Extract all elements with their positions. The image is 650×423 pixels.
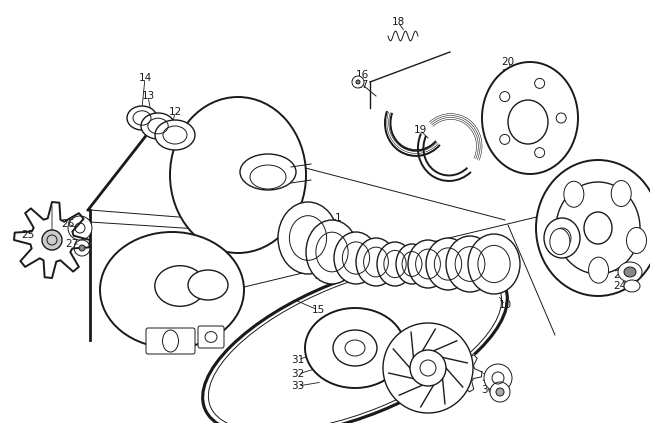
Ellipse shape [482,62,578,174]
Ellipse shape [536,160,650,296]
Circle shape [556,113,566,123]
Text: 30: 30 [189,313,203,323]
Circle shape [500,135,510,144]
Ellipse shape [446,236,494,292]
Text: 25: 25 [21,230,34,240]
Circle shape [420,360,436,376]
Text: 29: 29 [185,331,199,341]
Ellipse shape [624,280,640,292]
FancyBboxPatch shape [198,326,224,348]
Text: 2: 2 [367,255,373,265]
Text: 8: 8 [426,243,434,253]
Circle shape [74,240,90,256]
Circle shape [490,382,510,402]
Ellipse shape [170,97,306,253]
Ellipse shape [356,238,396,286]
Ellipse shape [333,330,377,366]
Circle shape [535,78,545,88]
Circle shape [42,230,62,250]
Text: 20: 20 [501,57,515,67]
Text: 35: 35 [482,373,495,383]
Text: 7: 7 [352,275,358,285]
Text: 11: 11 [209,213,222,223]
Ellipse shape [162,330,179,352]
Ellipse shape [334,232,378,284]
Ellipse shape [155,120,195,150]
Text: 1: 1 [335,213,341,223]
Circle shape [535,148,545,158]
Text: 27: 27 [66,239,79,249]
Ellipse shape [408,240,448,288]
Text: 32: 32 [291,369,305,379]
Circle shape [68,216,92,240]
Text: 22: 22 [545,225,558,235]
Ellipse shape [127,106,157,130]
Ellipse shape [584,212,612,244]
Ellipse shape [377,242,413,286]
Text: 21: 21 [501,69,515,79]
Ellipse shape [240,154,296,190]
Ellipse shape [306,220,358,284]
Circle shape [383,323,473,413]
Circle shape [356,80,360,84]
Ellipse shape [627,228,647,253]
Circle shape [454,366,466,378]
Ellipse shape [588,257,608,283]
Ellipse shape [100,232,244,348]
Ellipse shape [544,218,580,258]
Text: 18: 18 [391,17,404,27]
Circle shape [352,76,364,88]
Circle shape [496,388,504,396]
Ellipse shape [250,165,286,189]
Ellipse shape [188,270,228,300]
Ellipse shape [396,244,428,284]
Text: 31: 31 [291,355,305,365]
Text: 9: 9 [465,273,471,283]
Polygon shape [14,202,90,278]
Text: 19: 19 [413,125,426,135]
Ellipse shape [624,267,636,277]
Text: 6: 6 [348,265,356,275]
Text: 14: 14 [138,73,151,83]
Text: 10: 10 [499,300,512,310]
Ellipse shape [618,262,642,282]
Ellipse shape [205,332,217,342]
Text: 24: 24 [614,281,627,291]
Circle shape [79,245,85,251]
Text: 13: 13 [142,91,155,101]
Ellipse shape [550,228,570,255]
Ellipse shape [556,182,640,274]
Text: 16: 16 [356,70,369,80]
Text: 17: 17 [356,80,369,90]
Text: 15: 15 [311,305,324,315]
Ellipse shape [278,202,338,274]
Polygon shape [439,350,482,393]
Ellipse shape [345,340,365,356]
Text: 28: 28 [191,287,205,297]
Text: 33: 33 [291,381,305,391]
Text: 12: 12 [168,107,181,117]
Ellipse shape [155,266,205,306]
Ellipse shape [426,238,470,290]
Text: 3: 3 [327,255,333,265]
Circle shape [500,92,510,102]
FancyBboxPatch shape [146,328,195,354]
Text: 26: 26 [61,219,75,229]
Ellipse shape [141,113,175,139]
Ellipse shape [564,181,584,207]
Text: 2: 2 [327,243,333,253]
Text: 5: 5 [318,260,325,270]
Ellipse shape [468,234,520,294]
Circle shape [484,364,512,392]
Text: 23: 23 [614,270,627,280]
Text: 34: 34 [441,357,454,367]
Text: 4: 4 [315,273,321,283]
Text: 36: 36 [482,385,495,395]
Ellipse shape [508,100,548,144]
Ellipse shape [611,181,631,206]
Circle shape [410,350,446,386]
Ellipse shape [305,308,405,388]
